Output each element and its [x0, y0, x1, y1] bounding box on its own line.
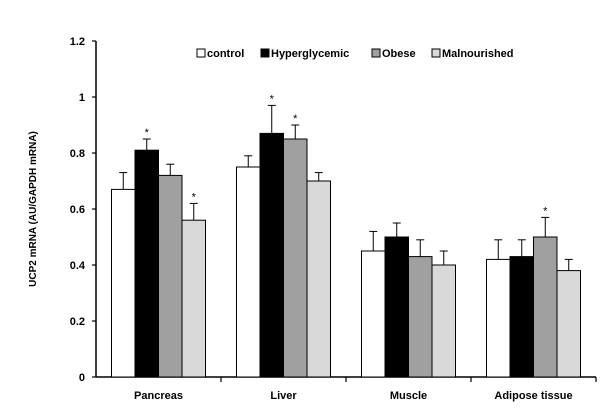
- significance-marker: *: [192, 191, 197, 203]
- x-tick-label: Adipose tissue: [494, 390, 572, 402]
- legend-swatch: [371, 48, 381, 58]
- y-tick-label: 0.6: [70, 204, 85, 216]
- bar: [509, 256, 534, 378]
- bars: * * * * *: [111, 93, 581, 378]
- bar: [111, 188, 136, 378]
- bar: [556, 270, 581, 378]
- y-axis-label: UCP2 mRNA (AU/GAPDH mRNA): [28, 131, 39, 287]
- legend-label: Malnourished: [442, 48, 514, 60]
- bar: [134, 149, 159, 378]
- y-tick-label: 0: [79, 372, 85, 384]
- y-tick-label: 0.2: [70, 316, 85, 328]
- bar: [283, 138, 308, 378]
- bar: [306, 180, 331, 378]
- x-tick-label: Pancreas: [134, 390, 183, 402]
- bar: [259, 132, 284, 378]
- bar: [236, 166, 261, 378]
- bar: [533, 236, 558, 378]
- bar: [431, 264, 456, 378]
- significance-marker: *: [543, 205, 548, 217]
- legend-swatch: [431, 48, 441, 58]
- y-tick-label: 1.2: [70, 36, 85, 48]
- legend-swatch: [260, 48, 270, 58]
- bar: [361, 250, 386, 378]
- axes: 0 0.2 0.4 0.6 0.8 1 1.2 Pancreas Liver Muscle Adip…: [70, 36, 597, 402]
- legend-label: control: [207, 48, 244, 60]
- significance-marker: *: [293, 113, 298, 125]
- y-tick-label: 1: [79, 92, 85, 104]
- significance-marker: *: [145, 127, 150, 139]
- bar: [486, 258, 511, 378]
- x-tick-label: Muscle: [390, 390, 427, 402]
- bar: [181, 219, 206, 378]
- bar: [158, 174, 183, 378]
- legend-swatch: [196, 48, 206, 58]
- significance-marker: *: [270, 93, 275, 105]
- bar: [384, 236, 409, 378]
- legend-label: Hyperglycemic: [271, 48, 349, 60]
- bar: [408, 256, 433, 378]
- legend: control Hyperglycemic Obese Malnourished: [196, 48, 514, 60]
- legend-label: Obese: [382, 48, 416, 60]
- y-tick-label: 0.4: [70, 260, 86, 272]
- x-tick-label: Liver: [270, 390, 297, 402]
- y-tick-label: 0.8: [70, 148, 85, 160]
